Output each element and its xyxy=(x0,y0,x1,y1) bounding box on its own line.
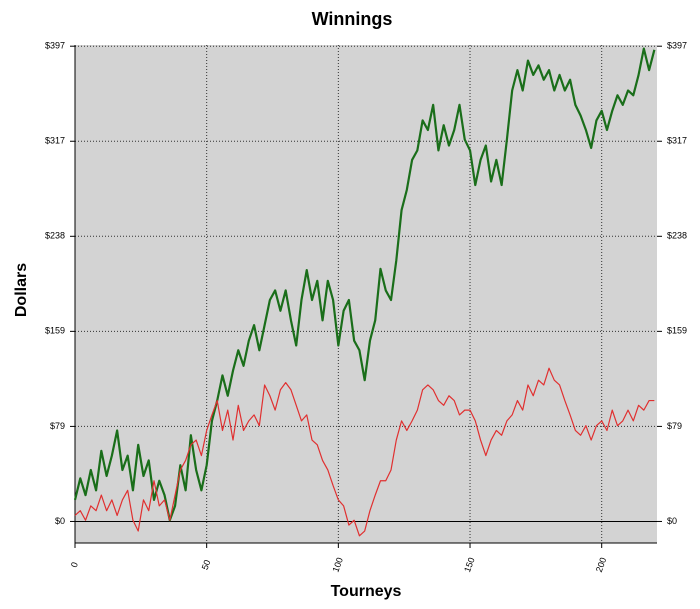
x-tick-label: 50 xyxy=(200,558,213,571)
y-tick-label-right: $397 xyxy=(667,41,687,51)
y-axis-title: Dollars xyxy=(13,263,30,317)
y-tick-label: $317 xyxy=(45,136,65,146)
x-tick-label: 100 xyxy=(330,556,345,574)
y-tick-label-right: $79 xyxy=(667,421,682,431)
chart-title: Winnings xyxy=(312,9,393,29)
plot-area xyxy=(75,45,657,543)
series-line xyxy=(73,47,656,522)
x-tick-label: 0 xyxy=(69,561,80,569)
y-tick-label: $159 xyxy=(45,326,65,336)
y-tick-label: $79 xyxy=(50,421,65,431)
y-tick-label-right: $238 xyxy=(667,231,687,241)
series-line xyxy=(74,367,655,537)
y-tick-label: $397 xyxy=(45,41,65,51)
x-tick-label: 200 xyxy=(594,556,609,574)
y-tick-label-right: $0 xyxy=(667,516,677,526)
y-tick-label-right: $317 xyxy=(667,136,687,146)
y-tick-label: $0 xyxy=(55,516,65,526)
y-tick-label-right: $159 xyxy=(667,326,687,336)
x-axis-title: Tourneys xyxy=(331,583,402,600)
y-tick-label: $238 xyxy=(45,231,65,241)
x-tick-label: 150 xyxy=(462,556,477,574)
